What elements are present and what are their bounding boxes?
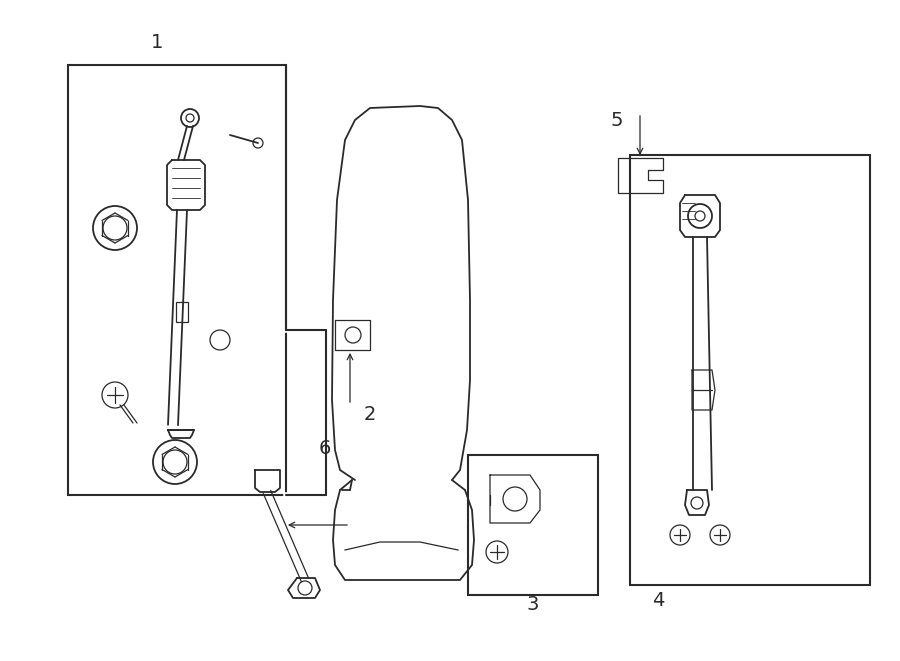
Text: 6: 6 xyxy=(319,438,331,457)
Text: 2: 2 xyxy=(364,405,376,424)
Bar xyxy=(468,455,598,595)
Text: 3: 3 xyxy=(526,596,539,615)
Text: 1: 1 xyxy=(151,32,163,52)
Text: 5: 5 xyxy=(611,110,623,130)
Text: 4: 4 xyxy=(652,590,664,609)
Bar xyxy=(68,65,286,495)
Bar xyxy=(630,155,870,585)
Bar xyxy=(176,302,188,322)
